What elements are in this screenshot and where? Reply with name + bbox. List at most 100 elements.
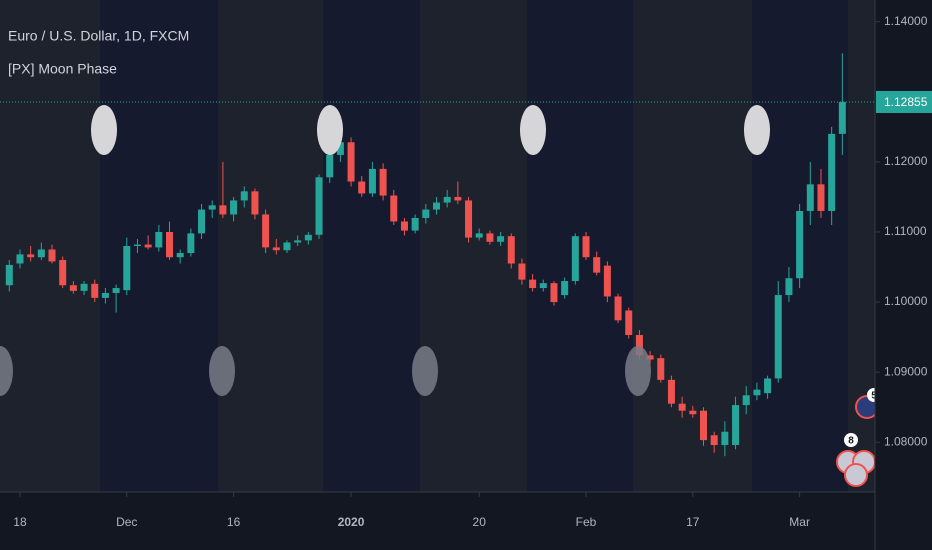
event-count[interactable]: 8 [848, 436, 854, 447]
x-tick-label: Feb [576, 515, 597, 529]
candle-body [5, 264, 13, 286]
candle-body [294, 240, 302, 243]
candle-body [603, 265, 611, 297]
x-tick-label: 17 [686, 515, 700, 529]
candle-body [155, 231, 163, 248]
candle-body [571, 236, 579, 282]
candle-body [806, 184, 814, 211]
candle-body [475, 233, 483, 238]
candle-body [187, 233, 195, 254]
candle-body [37, 249, 45, 258]
candle-body [507, 236, 515, 264]
candle-body [240, 191, 248, 201]
candle-body [678, 403, 686, 411]
candle-body [625, 310, 633, 336]
full-moon [91, 105, 117, 155]
candle-body [91, 283, 99, 298]
candle-body [27, 254, 35, 258]
candle-body [123, 246, 131, 291]
candle-body [69, 285, 77, 291]
candle-body [166, 231, 173, 258]
indicator-title: [PX] Moon Phase [8, 61, 117, 77]
candle-body [838, 101, 846, 134]
candle-body [347, 142, 355, 182]
us-event[interactable] [844, 463, 868, 487]
y-tick-label: 1.12000 [884, 154, 928, 168]
candle-body [529, 279, 537, 289]
candle-body [80, 283, 88, 291]
candle-body [304, 234, 312, 241]
candle-body [315, 177, 323, 235]
candle-body [796, 210, 804, 279]
candle-body [219, 205, 227, 215]
candle-body [465, 200, 473, 238]
y-tick-label: 1.09000 [884, 364, 928, 378]
band [218, 0, 323, 492]
candle-body [336, 142, 344, 155]
new-moon [0, 346, 13, 396]
x-tick-label: 18 [13, 515, 27, 529]
candle-body [48, 249, 56, 262]
y-tick-label: 1.14000 [884, 14, 928, 28]
candle-body [16, 254, 24, 264]
x-tick-label: Dec [116, 515, 137, 529]
candle-body [379, 168, 387, 196]
phase-bands [0, 0, 875, 492]
candle-body [422, 209, 430, 218]
candle-body [774, 295, 782, 379]
candle-body [176, 253, 184, 258]
price-axis [875, 0, 932, 550]
event-count[interactable]: 5 [871, 391, 877, 402]
candle-body [326, 154, 334, 178]
candle-body [635, 335, 643, 356]
new-moon [209, 346, 235, 396]
candle-body [700, 410, 707, 441]
candle-body [497, 236, 505, 242]
candle-body [710, 435, 718, 446]
band [527, 0, 633, 492]
last-price-tag [876, 90, 932, 113]
full-moon [520, 105, 546, 155]
candle-body [518, 263, 526, 280]
candle-body [400, 221, 408, 231]
y-tick-label: 1.11000 [884, 224, 927, 238]
x-tick-label: 2020 [338, 515, 365, 529]
time-axis [0, 492, 875, 550]
plot [5, 53, 846, 457]
candle-body [667, 379, 675, 404]
candle-body [59, 260, 67, 286]
candle-body [721, 431, 729, 446]
candle-body [262, 214, 270, 248]
candle-body [539, 283, 547, 289]
candle-body [283, 242, 291, 251]
new-moon [625, 346, 651, 396]
full-moon [317, 105, 343, 155]
candle-body [198, 209, 206, 234]
candle-body [689, 410, 697, 415]
candle-body [144, 244, 152, 248]
candle-body [433, 202, 440, 210]
candle-body [251, 191, 259, 215]
candle-body [101, 292, 109, 298]
candle-body [358, 181, 366, 194]
candle-body [614, 296, 622, 321]
candle-body [582, 236, 590, 258]
new-moon [412, 346, 438, 396]
candle-body [593, 257, 601, 273]
x-tick-label: Mar [789, 515, 810, 529]
candle-body [742, 395, 750, 406]
candle-body [561, 281, 569, 296]
candle-body [112, 288, 120, 293]
candle-body [454, 196, 462, 201]
candle-body [817, 184, 825, 211]
candle-body [753, 389, 761, 396]
event-badge[interactable] [844, 433, 858, 447]
candle-body [133, 244, 141, 246]
x-tick-label: 16 [227, 515, 241, 529]
band [0, 0, 100, 492]
candle-body [486, 233, 494, 242]
x-tick-label: 20 [473, 515, 487, 529]
y-tick-label: 1.08000 [884, 434, 928, 448]
y-tick-label: 1.10000 [884, 294, 928, 308]
